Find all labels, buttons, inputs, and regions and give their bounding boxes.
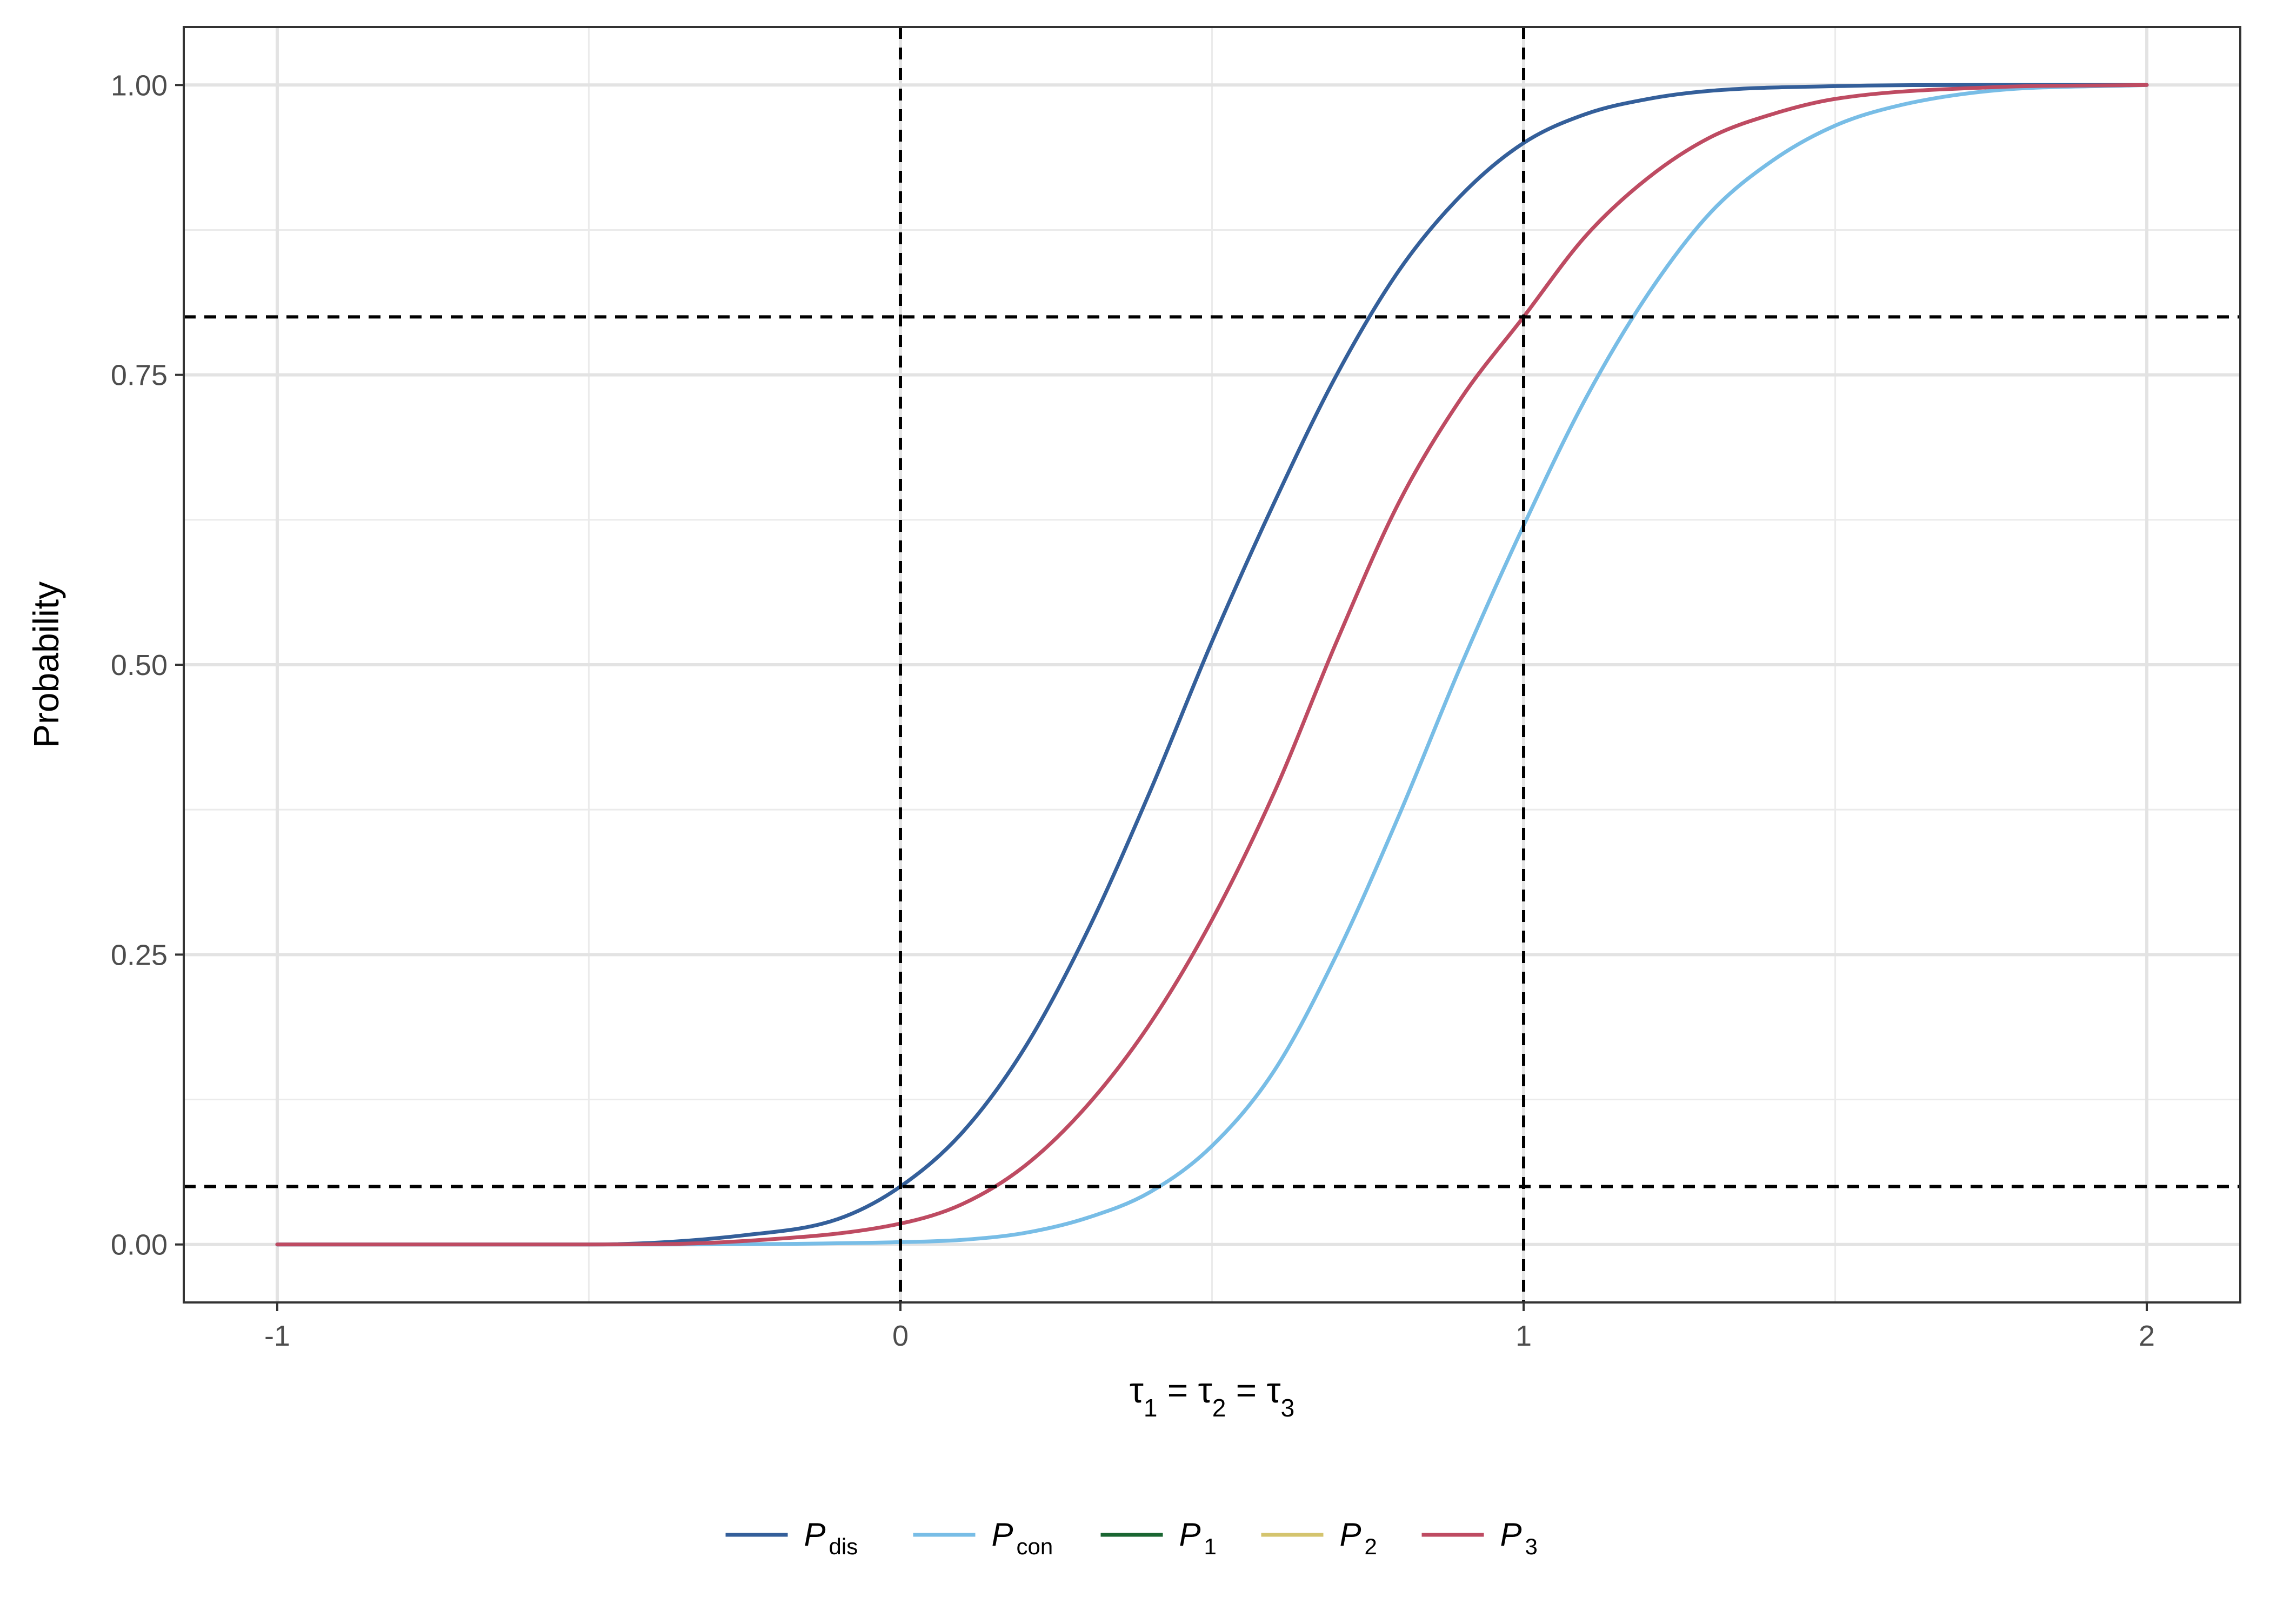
- x-axis-title-subscript: 2: [1212, 1394, 1226, 1422]
- legend-label-base: P: [1500, 1516, 1522, 1553]
- series-line-p-con: [275, 83, 2149, 1247]
- y-tick-label: 0.00: [111, 1229, 168, 1261]
- x-axis-title-symbol: τ: [1267, 1370, 1281, 1410]
- x-tick-label: -1: [264, 1320, 290, 1352]
- y-tick-label: 0.25: [111, 939, 168, 971]
- series-layer: [275, 83, 2149, 1247]
- legend-label-base: P: [804, 1516, 826, 1553]
- y-axis-title: Probability: [26, 582, 66, 748]
- legend-label-base: P: [1179, 1516, 1201, 1553]
- reference-lines-layer: [184, 27, 2240, 1302]
- legend-label-subscript: con: [1017, 1534, 1053, 1559]
- y-tick-label: 1.00: [111, 69, 168, 102]
- x-axis-title-symbol: τ: [1130, 1370, 1144, 1410]
- x-tick-label: 0: [892, 1320, 909, 1352]
- series-line-p-3: [275, 83, 2149, 1247]
- x-axis-title-subscript: 3: [1281, 1394, 1295, 1422]
- legend-label-subscript: 3: [1525, 1534, 1538, 1559]
- x-axis-title-separator: =: [1226, 1370, 1266, 1410]
- x-axis-title-symbol: τ: [1198, 1370, 1212, 1410]
- legend-label-base: P: [1340, 1516, 1361, 1553]
- legend-label-subscript: 2: [1365, 1534, 1377, 1559]
- x-tick-label: 2: [2139, 1320, 2155, 1352]
- x-axis-title: τ1 = τ2 = τ3: [1130, 1370, 1294, 1422]
- x-axis-title-subscript: 1: [1144, 1394, 1158, 1422]
- legend-label-subscript: 1: [1204, 1534, 1217, 1559]
- x-tick-label: 1: [1515, 1320, 1532, 1352]
- y-tick-label: 0.50: [111, 649, 168, 681]
- legend-label-base: P: [992, 1516, 1013, 1553]
- series-line-p-dis: [275, 83, 2149, 1247]
- y-tick-label: 0.75: [111, 359, 168, 392]
- legend-label-subscript: dis: [829, 1534, 858, 1559]
- x-axis-title-separator: =: [1157, 1370, 1198, 1410]
